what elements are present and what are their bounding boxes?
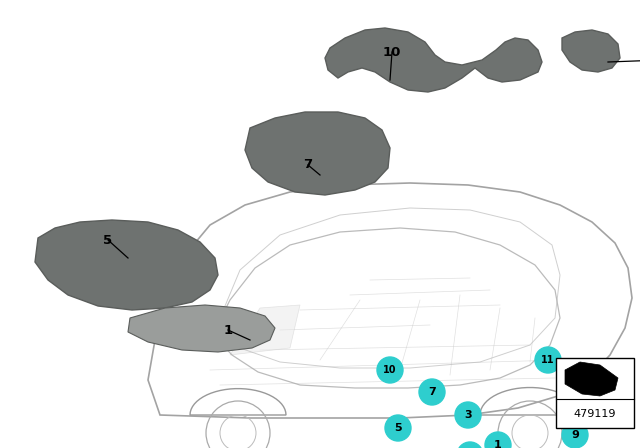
Text: 7: 7 [428, 387, 436, 397]
Polygon shape [565, 362, 618, 396]
Text: 5: 5 [104, 233, 113, 246]
Circle shape [535, 347, 561, 373]
Text: 11: 11 [541, 355, 555, 365]
Circle shape [562, 422, 588, 448]
Circle shape [385, 415, 411, 441]
Polygon shape [230, 305, 300, 355]
Circle shape [455, 402, 481, 428]
Text: 10: 10 [383, 365, 397, 375]
Text: 479119: 479119 [573, 409, 616, 419]
FancyBboxPatch shape [556, 358, 634, 428]
Circle shape [457, 442, 483, 448]
Polygon shape [35, 220, 218, 310]
Circle shape [377, 357, 403, 383]
Polygon shape [245, 112, 390, 195]
Circle shape [419, 379, 445, 405]
Circle shape [485, 432, 511, 448]
Text: 3: 3 [464, 410, 472, 420]
Text: 1: 1 [223, 323, 232, 336]
Polygon shape [562, 30, 620, 72]
Text: 9: 9 [571, 430, 579, 440]
Text: 7: 7 [303, 159, 312, 172]
Text: 1: 1 [494, 440, 502, 448]
Text: 10: 10 [383, 46, 401, 59]
Text: 5: 5 [394, 423, 402, 433]
Polygon shape [128, 305, 275, 352]
Polygon shape [325, 28, 542, 92]
